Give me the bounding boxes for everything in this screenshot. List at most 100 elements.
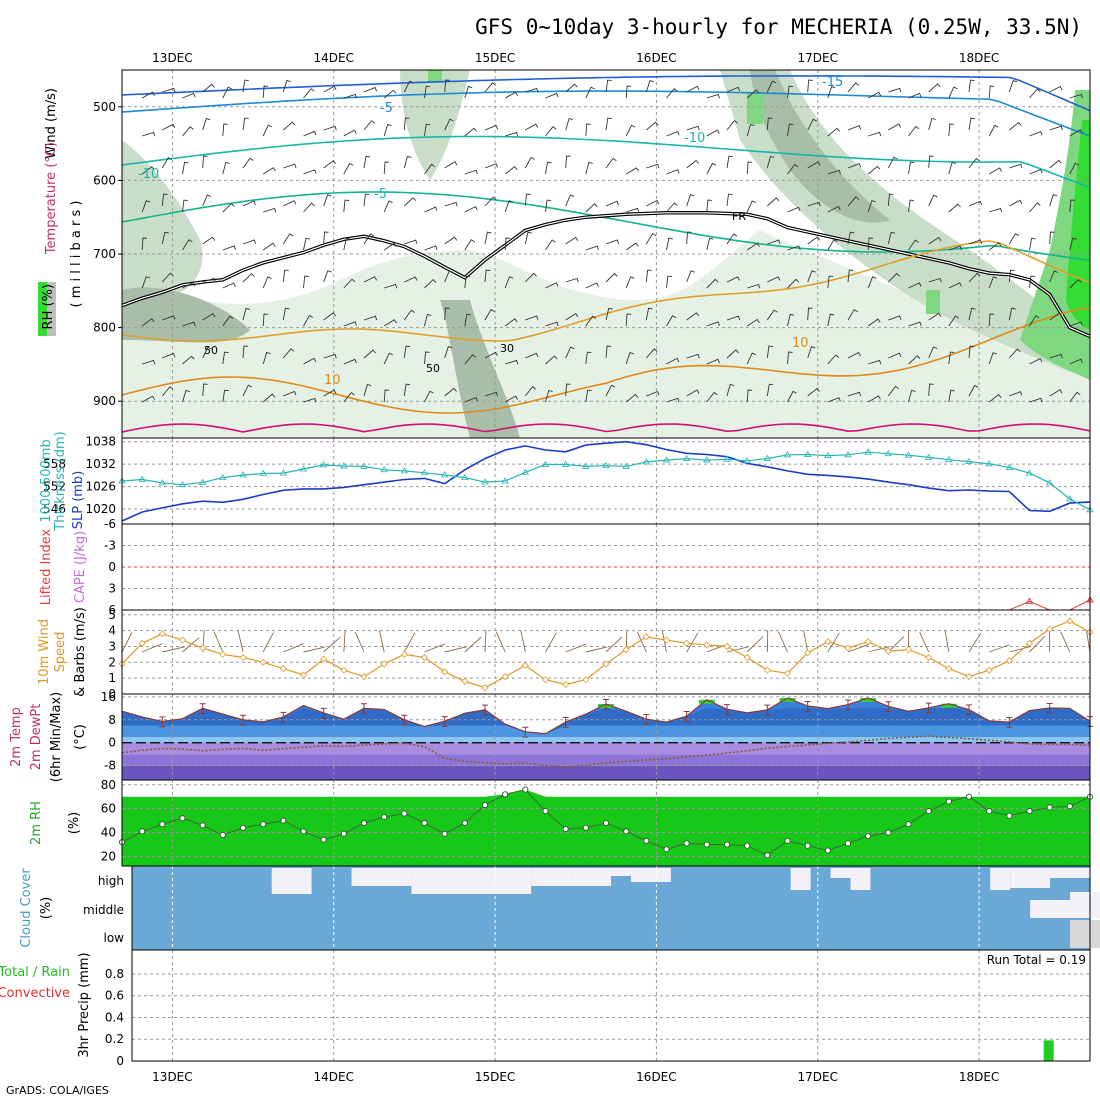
wind-barb: [605, 200, 620, 207]
temp2m-minmax-bar: [603, 698, 609, 710]
dewpt2m-line: [121, 735, 1091, 768]
wind-barb: [1049, 312, 1063, 321]
thickness-point: [299, 465, 308, 472]
wind-barb: [666, 169, 680, 175]
wind-barb: [504, 237, 511, 251]
wind-barb: [867, 395, 881, 403]
wind-barb: [1049, 85, 1063, 93]
wind-barb: [384, 283, 398, 289]
wind-barb: [888, 352, 902, 359]
pressure-tick: 500: [93, 100, 116, 114]
wind-barb: [706, 162, 717, 175]
wind-barb: [605, 384, 616, 397]
wind-barb: [504, 165, 518, 175]
wind-barb: [343, 129, 357, 137]
wind-barb: [807, 387, 820, 397]
wind10m-point: [582, 676, 590, 684]
wind10m-point: [219, 650, 227, 658]
rh-green-patch-3: [428, 70, 442, 82]
cloud-cover-panel: high middle low Cloud Cover (%): [19, 865, 1100, 951]
wind-barb: [403, 155, 412, 169]
slp-thickness-lines: [118, 440, 1094, 522]
temp2m-minmax-bar: [441, 716, 448, 727]
wind-barb: [706, 237, 714, 251]
wind-barb: [867, 91, 882, 99]
wind-barb: [242, 273, 255, 283]
wind-barb: [746, 318, 760, 327]
wind10m-point: [320, 655, 328, 663]
wind-barb: [161, 193, 168, 207]
pressure-tick: 900: [93, 394, 116, 408]
wind-barb: [989, 207, 1003, 213]
bottom-date-labels: 13DEC14DEC15DEC16DEC17DEC18DEC19DEC20DEC…: [152, 1070, 999, 1084]
wind10m-point: [541, 676, 550, 684]
cloud-clear-cell: [1010, 868, 1051, 888]
wind-barb: [645, 233, 657, 245]
wind10m-point: [441, 668, 449, 676]
rh2m-point: [441, 830, 448, 837]
lifted-index-point: [1025, 597, 1034, 604]
wind-barb: [222, 86, 233, 99]
wind-barb: [303, 314, 314, 327]
wind-barb: [182, 199, 188, 213]
wind-barb: [545, 282, 559, 289]
temp2m-warm-cap: [940, 703, 957, 708]
wind-barb: [262, 351, 271, 365]
wind-barb: [141, 395, 155, 403]
wind-barb: [1069, 278, 1082, 289]
wind10m-point: [662, 636, 671, 644]
wind10m-barb: [919, 631, 930, 653]
rh2m-point: [663, 846, 670, 853]
wind-barb: [948, 203, 961, 213]
rh2m-tick: 80: [101, 778, 116, 792]
wind-barb: [908, 199, 915, 213]
wind10m-point: [259, 658, 267, 666]
cloud-clear-cell: [531, 868, 572, 886]
thickness-axis-label-1: 1000-500mb: [39, 439, 54, 523]
contour-label-10-right: 10: [792, 336, 809, 351]
wind-barb: [666, 202, 678, 213]
rh2m-point: [925, 808, 932, 815]
wind-barb: [182, 389, 190, 403]
wind10m-barb: [262, 632, 274, 653]
wind10m-axis-label-3: & Barbs (m/s): [73, 607, 88, 697]
lifted-index-tick: 6: [108, 603, 116, 617]
wind-barb: [282, 79, 291, 93]
rh-mid-column: [400, 70, 470, 180]
wind-barb: [1029, 88, 1041, 99]
wind10m-point: [925, 653, 933, 662]
date-tick-bottom: 15DEC: [475, 1070, 515, 1084]
cloud-cover-grid: [171, 866, 980, 950]
wind-barb: [807, 236, 821, 245]
wind10m-point: [763, 666, 771, 674]
wind-barb: [1029, 275, 1035, 289]
rh2m-point: [703, 841, 710, 848]
wind-barb: [645, 80, 654, 93]
wind-barb: [282, 269, 289, 283]
wind-barb: [948, 351, 955, 365]
temp2m-tick: 8: [108, 713, 116, 727]
wind-barb: [202, 236, 216, 245]
wind10m-point: [965, 673, 973, 681]
wind-barb: [746, 352, 756, 365]
wind-barb: [666, 357, 680, 365]
wind-barb: [484, 124, 499, 131]
rh-axis-label: RH (%): [41, 284, 56, 329]
wind10m-tick: 0: [108, 687, 116, 701]
wind-barb: [908, 92, 922, 99]
wind-barb: [787, 390, 797, 403]
wind-barb: [141, 166, 155, 175]
wind-barb: [363, 233, 375, 245]
temp2m-minmax-bar: [683, 710, 690, 722]
rh2m-point: [764, 852, 771, 859]
wind-barb: [303, 275, 309, 289]
wind-barb: [585, 389, 592, 403]
thickness-point: [763, 454, 772, 461]
wind-barb: [928, 383, 934, 397]
wind-barb: [383, 319, 397, 327]
wind-barb: [908, 125, 920, 137]
wind-barb: [1049, 159, 1062, 169]
wind-barb: [686, 159, 699, 169]
wind-barb: [645, 348, 658, 359]
wind10m-point: [299, 671, 308, 679]
